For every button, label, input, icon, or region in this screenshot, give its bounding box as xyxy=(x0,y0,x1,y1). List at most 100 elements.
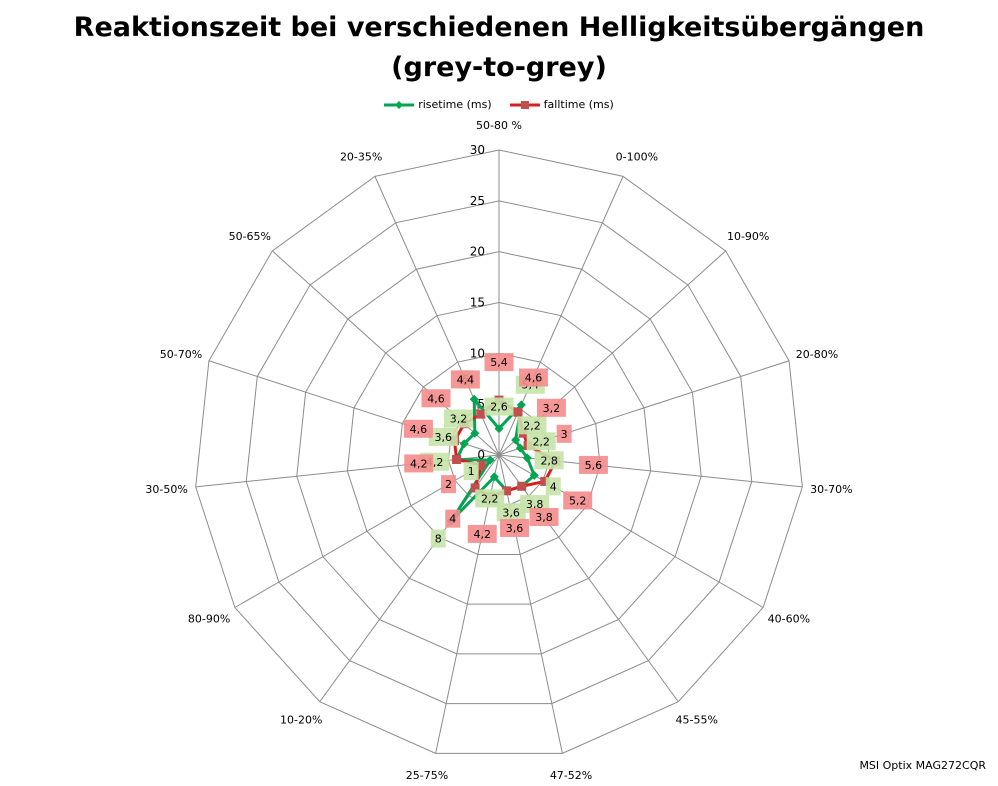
data-label-bg xyxy=(484,353,514,372)
category-label: 30-50% xyxy=(145,483,187,496)
data-label-falltime: 4,6 xyxy=(410,423,428,436)
legend-item-risetime: risetime (ms) xyxy=(384,98,492,111)
data-label-bg xyxy=(484,397,514,416)
category-label: 25-75% xyxy=(406,769,448,782)
grid-spoke xyxy=(234,454,500,608)
legend-item-falltime: falltime (ms) xyxy=(509,98,614,111)
data-label-falltime: 4,2 xyxy=(410,457,428,470)
data-label-bg xyxy=(445,509,461,528)
data-label-falltime: 4,6 xyxy=(427,392,445,405)
data-label-bg xyxy=(430,529,446,548)
data-point-risetime xyxy=(494,424,504,434)
data-label-bg xyxy=(467,524,497,543)
category-label: 10-90% xyxy=(727,230,769,243)
tick-label: 10 xyxy=(470,346,485,360)
data-label-bg xyxy=(578,455,608,474)
data-point-falltime xyxy=(502,486,512,496)
data-point-risetime xyxy=(515,443,525,453)
category-label: 50-80 % xyxy=(476,119,522,132)
data-point-falltime xyxy=(513,407,523,417)
tick-label: 30 xyxy=(470,143,485,157)
data-label-bg xyxy=(563,491,593,510)
grid-ring xyxy=(397,352,601,555)
data-label-bg xyxy=(536,398,566,417)
data-point-falltime xyxy=(476,409,486,419)
data-point-risetime xyxy=(470,428,480,438)
tick-label: 15 xyxy=(470,296,485,310)
data-point-risetime xyxy=(529,470,539,480)
category-label: 47-52% xyxy=(550,769,592,782)
radial-axis-ticks: 0 5 10 15 20 25 30 xyxy=(470,143,485,462)
grid-spoke xyxy=(319,454,500,703)
data-label-risetime: 4 xyxy=(550,480,557,493)
radar-grid xyxy=(195,149,803,754)
data-label-bg xyxy=(403,419,433,438)
tick-label: 20 xyxy=(470,245,485,259)
data-label-bg xyxy=(404,454,434,473)
data-label-falltime: 4 xyxy=(449,513,456,526)
data-point-risetime xyxy=(511,435,521,445)
legend-marker-falltime xyxy=(509,100,540,109)
legend-label-falltime: falltime (ms) xyxy=(543,98,614,111)
data-label-bg xyxy=(421,389,451,408)
grid-ring xyxy=(346,301,652,605)
data-label-bg xyxy=(518,368,548,387)
grid-ring xyxy=(245,200,753,705)
data-label-bg xyxy=(534,451,564,470)
data-point-risetime xyxy=(485,455,495,465)
grid-spoke xyxy=(374,176,500,456)
data-label-bg xyxy=(529,507,559,526)
tick-label: 5 xyxy=(477,397,485,411)
data-label-risetime: 2,2 xyxy=(523,419,541,432)
grid-spoke xyxy=(498,454,764,608)
data-label-falltime: 4,4 xyxy=(457,373,475,386)
data-label-bg xyxy=(463,462,479,481)
chart-title-block: Reaktionszeit bei verschiedenen Helligke… xyxy=(0,8,998,88)
legend-label-risetime: risetime (ms) xyxy=(418,98,492,111)
data-label-falltime: 3,6 xyxy=(506,522,524,535)
data-label-risetime: 2,2 xyxy=(532,435,550,448)
data-point-falltime xyxy=(517,481,527,491)
chart-title: Reaktionszeit bei verschiedenen Helligke… xyxy=(73,12,925,43)
data-label-bg xyxy=(496,503,526,522)
data-label-falltime: 3,2 xyxy=(543,402,561,415)
data-label-falltime: 3 xyxy=(561,428,568,441)
data-label-risetime: 2,2 xyxy=(481,492,499,505)
data-label-risetime: 3,2 xyxy=(450,413,468,426)
data-label-falltime: 5,4 xyxy=(490,356,508,369)
category-label: 0-100% xyxy=(616,150,658,163)
tick-label: 0 xyxy=(477,448,485,462)
data-label-bg xyxy=(545,477,561,496)
data-point-falltime xyxy=(540,476,550,486)
data-point-falltime xyxy=(452,454,462,464)
data-label-risetime: 3,6 xyxy=(502,506,520,519)
category-label: 20-80% xyxy=(796,348,838,361)
category-label: 20-35% xyxy=(340,150,382,163)
grid-ring xyxy=(195,149,803,754)
data-label-falltime: 5,6 xyxy=(585,459,603,472)
data-label-falltime: 4,6 xyxy=(525,372,543,385)
category-label: 50-70% xyxy=(160,348,202,361)
data-label-falltime: 4,2 xyxy=(473,528,491,541)
category-label: 50-65% xyxy=(229,230,271,243)
data-label-bg xyxy=(556,424,572,443)
data-point-falltime xyxy=(470,483,480,493)
data-label-bg xyxy=(475,489,505,508)
category-label: 10-20% xyxy=(280,714,322,727)
data-label-risetime: 2,8 xyxy=(540,454,558,467)
data-point-risetime xyxy=(469,394,479,404)
category-labels: 50-80 % 0-100% 10-90% 20-80% 30-70% 40-60% 45-… xyxy=(145,119,852,782)
data-label-bg xyxy=(500,518,530,537)
data-label-risetime: 3,6 xyxy=(435,431,453,444)
category-label: 80-90% xyxy=(188,613,230,626)
data-label-bg xyxy=(440,475,456,494)
data-label-bg xyxy=(443,409,473,428)
category-label: 30-70% xyxy=(810,483,852,496)
chart-subtitle: (grey-to-grey) xyxy=(391,52,607,83)
data-point-falltime xyxy=(476,460,486,470)
data-label-bg xyxy=(450,370,480,389)
legend: risetime (ms) falltime (ms) xyxy=(0,98,998,111)
monitor-model-label: MSI Optix MAG272CQR xyxy=(859,759,986,772)
grid-ring xyxy=(296,251,702,655)
